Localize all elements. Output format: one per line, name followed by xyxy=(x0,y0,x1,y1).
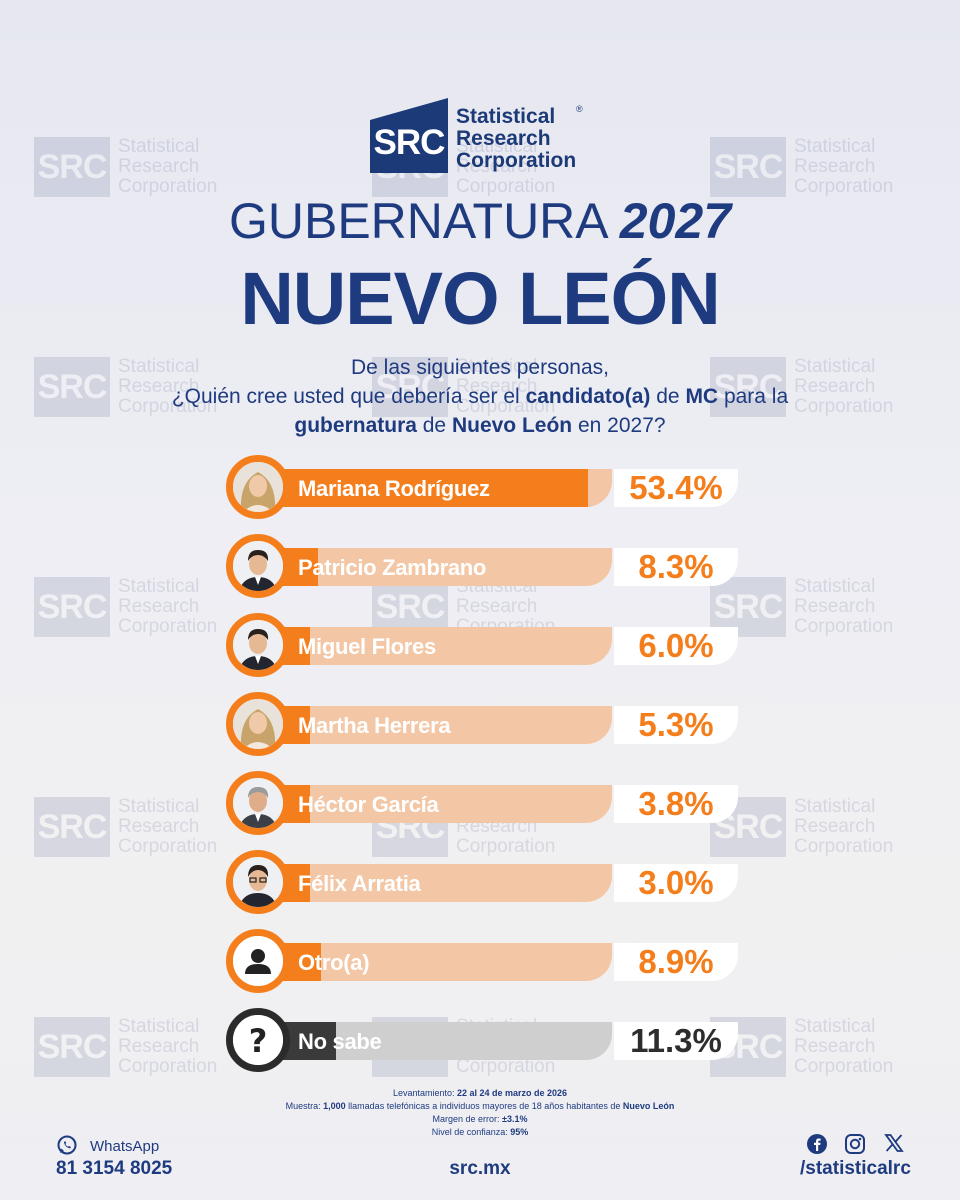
category-label: No sabe xyxy=(298,1029,382,1054)
confidence-level: Nivel de confianza: 95% xyxy=(431,1127,529,1137)
data-label: 8.3% xyxy=(614,548,738,586)
bar-track xyxy=(268,943,612,981)
phone-number[interactable]: 81 3154 8025 xyxy=(56,1158,173,1179)
brand-logo: SRC Statistical Research Corporation ® xyxy=(370,98,600,178)
bar-track xyxy=(268,627,612,665)
avatar xyxy=(226,850,290,914)
logo-mark: SRC xyxy=(370,98,448,173)
logo-line-2: Research xyxy=(456,127,551,150)
avatar xyxy=(226,534,290,598)
social-handle[interactable]: /statisticalrc xyxy=(800,1158,911,1179)
survey-question: De las siguientes personas, ¿Quién cree … xyxy=(0,353,960,440)
page-title-line-2: NUEVO LEÓN xyxy=(240,257,720,340)
data-label: 8.9% xyxy=(614,943,738,981)
question-icon: ? xyxy=(226,1008,290,1072)
avatar xyxy=(226,771,290,835)
user-icon xyxy=(226,929,290,993)
data-label: 5.3% xyxy=(614,706,738,744)
logo-line-1: Statistical xyxy=(456,105,556,128)
bar xyxy=(268,469,589,507)
data-label: 53.4% xyxy=(614,469,738,507)
category-label: Mariana Rodríguez xyxy=(298,476,490,501)
facebook-icon[interactable] xyxy=(806,1133,828,1160)
bar-track xyxy=(268,548,612,586)
logo-wordmark: Statistical Research Corporation xyxy=(456,106,576,172)
title-year: 2027 xyxy=(619,193,732,249)
question-line-3: gubernatura de Nuevo León en 2027? xyxy=(294,414,666,437)
category-label: Martha Herrera xyxy=(298,713,451,738)
sample-info: Muestra: 1,000 llamadas telefónicas a in… xyxy=(285,1101,675,1111)
data-label: 6.0% xyxy=(614,627,738,665)
category-label: Patricio Zambrano xyxy=(298,555,487,580)
avatar xyxy=(226,455,290,519)
category-label: Héctor García xyxy=(298,792,439,817)
methodology-note: Levantamiento: 22 al 24 de marzo de 2026… xyxy=(0,1087,960,1139)
data-label: 11.3% xyxy=(614,1022,738,1060)
whatsapp-icon[interactable] xyxy=(56,1134,78,1161)
data-label: 3.0% xyxy=(614,864,738,902)
bar-track xyxy=(268,864,612,902)
logo-line-3: Corporation xyxy=(456,149,577,172)
x-icon[interactable] xyxy=(884,1133,904,1158)
avatar xyxy=(226,692,290,756)
instagram-icon[interactable] xyxy=(844,1133,866,1160)
category-label: Félix Arratia xyxy=(298,871,421,896)
title-prefix: GUBERNATURA xyxy=(228,193,606,249)
page-title-line-1: GUBERNATURA 2027 xyxy=(0,192,960,250)
whatsapp-label: WhatsApp xyxy=(90,1138,160,1155)
registered-mark: ® xyxy=(576,104,583,114)
website-link[interactable]: src.mx xyxy=(449,1158,511,1179)
bar-track xyxy=(268,785,612,823)
logo-abbr: SRC xyxy=(373,123,446,162)
question-line-1: De las siguientes personas, xyxy=(351,356,609,379)
avatar xyxy=(226,613,290,677)
category-label: Miguel Flores xyxy=(298,634,436,659)
category-label: Otro(a) xyxy=(298,950,370,975)
data-label: 3.8% xyxy=(614,785,738,823)
margin-of-error: Margen de error: ±3.1% xyxy=(432,1114,528,1124)
bar-track xyxy=(268,706,612,744)
fieldwork-dates: Levantamiento: 22 al 24 de marzo de 2026 xyxy=(392,1088,568,1098)
svg-text:?: ? xyxy=(249,1022,268,1060)
social-icons xyxy=(806,1133,906,1159)
question-line-2: ¿Quién cree usted que debería ser el can… xyxy=(171,385,789,408)
